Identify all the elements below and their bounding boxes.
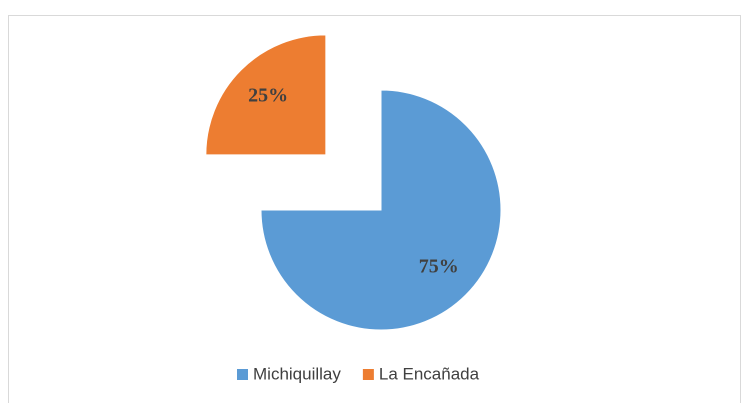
legend-label: La Encañada [379, 364, 480, 383]
pie-slice [205, 34, 327, 156]
legend-swatch [237, 369, 248, 380]
data-label: 25% [248, 85, 288, 107]
data-label: 75% [419, 255, 459, 277]
legend-label: Michiquillay [253, 364, 341, 383]
chart-border [8, 15, 741, 403]
legend-swatch [362, 369, 374, 380]
pie-slice [260, 89, 502, 331]
